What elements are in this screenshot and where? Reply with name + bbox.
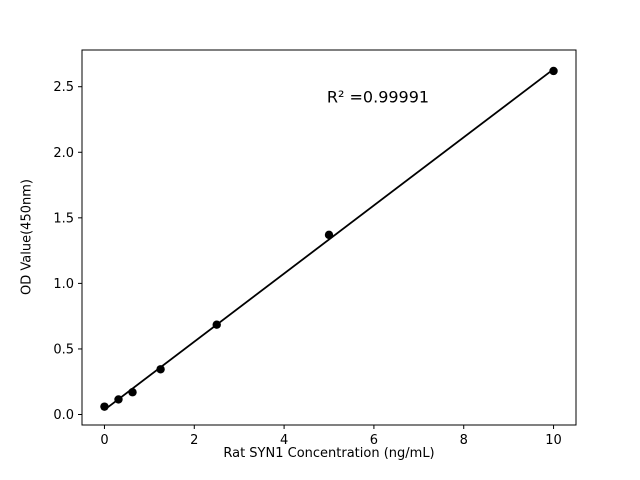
data-point — [212, 320, 221, 329]
x-axis-tick-label: 4 — [280, 433, 288, 448]
data-point — [549, 66, 558, 76]
y-axis-tick-label: 2.5 — [53, 80, 74, 95]
data-point — [324, 230, 334, 240]
y-axis-tick-label: 1.5 — [53, 211, 74, 226]
r-squared-annotation: R² =0.99991 — [326, 87, 430, 107]
data-point — [114, 395, 123, 404]
data-point — [128, 388, 137, 397]
y-axis-tick-label: 0.0 — [53, 408, 74, 423]
fit-line — [103, 68, 555, 411]
y-axis-title: OD Value(450nm) — [19, 179, 35, 295]
x-axis-tick-label: 6 — [370, 433, 378, 448]
y-axis-tick-label: 1.0 — [53, 277, 74, 292]
x-axis-title: Rat SYN1 Concentration (ng/mL) — [223, 446, 435, 461]
x-axis-tick-label: 8 — [460, 433, 468, 448]
data-point — [156, 365, 165, 374]
x-axis-tick-label: 2 — [190, 433, 198, 448]
y-axis-tick-label: 2.0 — [53, 146, 74, 161]
plot-border — [81, 49, 577, 426]
data-point — [100, 402, 109, 411]
x-axis-tick-label: 10 — [545, 433, 562, 448]
x-axis-tick-label: 0 — [100, 433, 108, 448]
y-axis-tick-label: 0.5 — [53, 342, 74, 357]
